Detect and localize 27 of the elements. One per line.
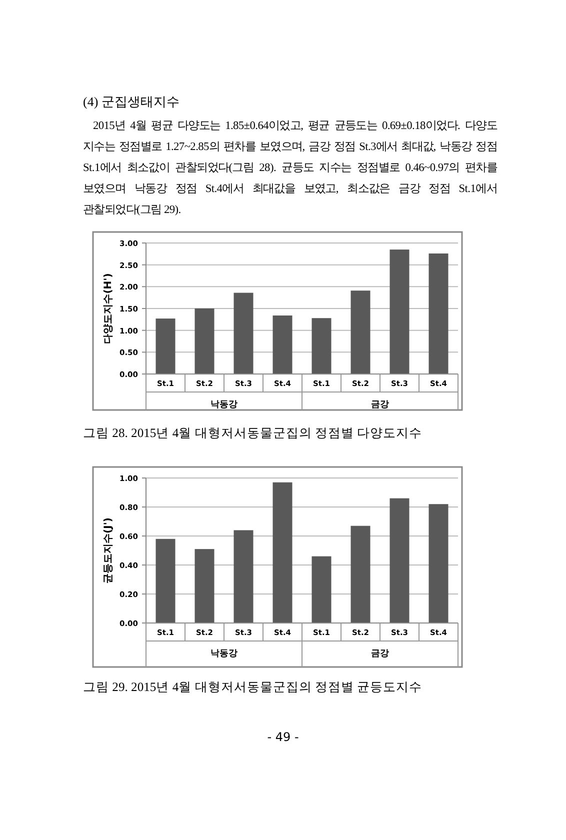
text: 낙동강 (210, 649, 238, 659)
bar (312, 318, 332, 374)
text: 금강 (371, 649, 389, 659)
bar (194, 308, 214, 374)
bar (234, 292, 254, 374)
text: 금강 (371, 400, 389, 410)
bar (428, 504, 448, 623)
bar (390, 498, 410, 623)
bar (390, 250, 410, 374)
y-axis-title: 다양도지수(H') (103, 273, 114, 344)
caption: 그림 29. 2015년 4월 대형저서동물군집의 정점별 균등도지수 (83, 679, 422, 696)
bar (350, 526, 370, 623)
text: 낙동강 (210, 400, 238, 410)
chart-subtitle: 2015년 4월 평균 다양도는 1.85±0.64이었고, 평균 균등도는 0.69±0.18이었다. 다양도 지수는 정점별로 1.27~2.85의 편차를 보였으며, 금강 정점 St.3에서 최대값, 낙동강 정점 St.1에서 최소값이 관찰되었다(그림 28). 균등도 지수는 정점별로 0.46~0.97의 편차를 보였으며 낙동강 정점 St.4에서 최대값을 보였고, 최소값은 금강 정점 St.1에서 관찰되었다(그림 29). (83, 119, 497, 218)
bar (194, 549, 214, 623)
text: - 49 - (266, 730, 300, 744)
bar (272, 482, 292, 623)
bar (350, 290, 370, 374)
bar (312, 556, 332, 623)
bar (156, 538, 176, 623)
bar (156, 318, 176, 374)
bar (428, 253, 448, 374)
bar (234, 530, 254, 623)
y-axis-title: 균등도지수(J') (103, 518, 114, 584)
caption: 그림 28. 2015년 4월 대형저서동물군집의 정점별 다양도지수 (83, 425, 422, 442)
bar (272, 315, 292, 374)
chart-title: (4) 군집생태지수 (83, 93, 180, 111)
